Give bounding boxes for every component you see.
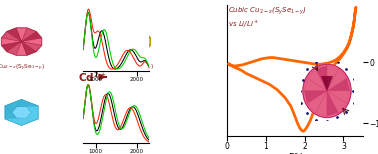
Polygon shape xyxy=(114,99,147,126)
Polygon shape xyxy=(307,91,327,113)
Polygon shape xyxy=(1,28,42,55)
Polygon shape xyxy=(327,91,347,113)
Polygon shape xyxy=(2,38,22,45)
Polygon shape xyxy=(327,69,347,91)
Polygon shape xyxy=(304,78,327,91)
Polygon shape xyxy=(125,28,136,42)
Polygon shape xyxy=(321,76,333,91)
Polygon shape xyxy=(327,66,338,91)
Polygon shape xyxy=(16,28,27,42)
Polygon shape xyxy=(2,42,22,51)
Polygon shape xyxy=(327,91,338,116)
Polygon shape xyxy=(22,38,42,45)
X-axis label: $\lambda$ [nm]: $\lambda$ [nm] xyxy=(105,82,127,90)
Polygon shape xyxy=(22,42,36,55)
Polygon shape xyxy=(7,28,22,42)
Text: Cd$_{2-x}$(S$_y$Se$_{1-y}$): Cd$_{2-x}$(S$_y$Se$_{1-y}$) xyxy=(106,62,155,73)
Polygon shape xyxy=(22,32,42,42)
Polygon shape xyxy=(327,91,350,103)
Polygon shape xyxy=(130,28,145,42)
Polygon shape xyxy=(114,106,125,119)
Polygon shape xyxy=(2,32,22,42)
Polygon shape xyxy=(22,42,42,51)
Polygon shape xyxy=(116,42,130,55)
Text: Cubic Cu$_{2-x}$(S$_y$Se$_{1-y}$)
vs Li/Li$^+$: Cubic Cu$_{2-x}$(S$_y$Se$_{1-y}$) vs Li/… xyxy=(228,6,307,30)
Polygon shape xyxy=(110,32,130,42)
Polygon shape xyxy=(7,42,22,55)
Polygon shape xyxy=(5,106,17,119)
Polygon shape xyxy=(110,28,151,55)
Polygon shape xyxy=(327,78,350,91)
Text: Cd$^{2+}$: Cd$^{2+}$ xyxy=(77,70,106,84)
Polygon shape xyxy=(130,38,150,45)
Polygon shape xyxy=(130,42,150,51)
Polygon shape xyxy=(110,38,130,45)
Polygon shape xyxy=(110,42,130,51)
Polygon shape xyxy=(114,100,130,112)
Polygon shape xyxy=(16,42,27,55)
Polygon shape xyxy=(304,91,327,103)
Polygon shape xyxy=(22,28,36,42)
Polygon shape xyxy=(130,42,145,55)
Polygon shape xyxy=(125,42,136,55)
Circle shape xyxy=(303,64,351,118)
Text: Cu$_{2-x}$(S$_y$Se$_{1-y}$): Cu$_{2-x}$(S$_y$Se$_{1-y}$) xyxy=(0,62,46,73)
X-axis label: E/V: E/V xyxy=(288,152,302,154)
Polygon shape xyxy=(316,66,327,91)
Polygon shape xyxy=(307,69,327,91)
Polygon shape xyxy=(17,100,38,107)
Polygon shape xyxy=(121,107,140,118)
Polygon shape xyxy=(12,107,31,118)
Polygon shape xyxy=(116,28,130,42)
Polygon shape xyxy=(130,32,150,42)
Polygon shape xyxy=(5,99,38,126)
Polygon shape xyxy=(125,100,147,107)
Polygon shape xyxy=(5,100,22,112)
Polygon shape xyxy=(316,91,327,116)
